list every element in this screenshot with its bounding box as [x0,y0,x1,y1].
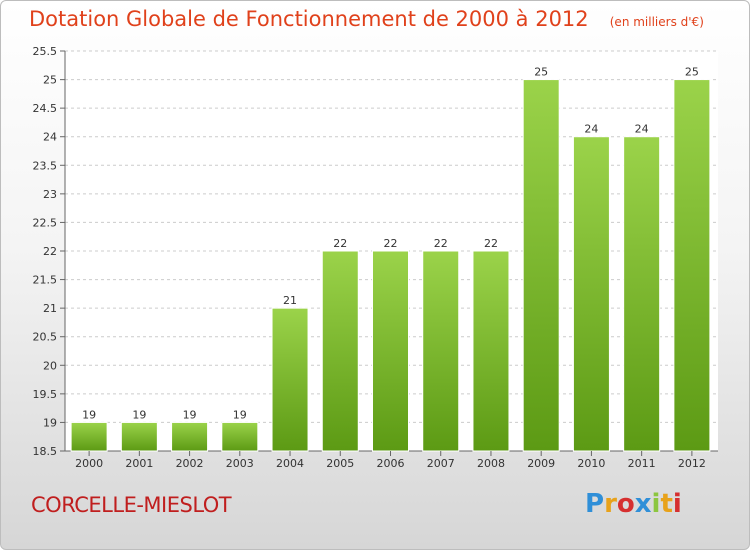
commune-name: CORCELLE-MIESLOT [31,493,232,517]
bar [221,421,259,452]
x-tick-label: 2009 [527,457,555,470]
y-tick-label: 19.5 [33,388,58,401]
y-tick-label: 20 [43,359,57,372]
y-tick-label: 21 [43,302,57,315]
brand-letter: t [660,489,673,519]
bar [271,307,309,452]
brand-letter: x [634,489,652,519]
brand-letter: i [651,489,661,519]
bar [422,250,460,452]
data-label: 25 [534,66,548,79]
x-tick-label: 2006 [377,457,405,470]
data-label: 19 [82,408,96,421]
bar [472,250,510,452]
bar [321,250,359,452]
y-tick-label: 22.5 [33,216,58,229]
data-label: 22 [484,237,498,250]
data-label: 19 [183,408,197,421]
data-label: 24 [584,123,598,136]
x-tick-label: 2004 [276,457,304,470]
bar [171,421,209,452]
x-tick-label: 2011 [628,457,656,470]
data-label: 19 [132,408,146,421]
y-tick-label: 23 [43,188,57,201]
chart-title: Dotation Globale de Fonctionnement de 20… [29,7,589,31]
x-tick-label: 2007 [427,457,455,470]
y-tick-label: 24.5 [33,102,58,115]
bar [372,250,409,452]
data-label: 24 [635,123,649,136]
x-tick-label: 2000 [75,457,103,470]
title-block: Dotation Globale de Fonctionnement de 20… [29,7,704,31]
data-label: 25 [685,66,699,79]
x-tick-label: 2005 [326,457,354,470]
bar [623,136,661,452]
y-tick-label: 25.5 [33,45,58,58]
data-label: 21 [283,294,297,307]
data-label: 22 [384,237,398,250]
y-tick-label: 19 [43,416,57,429]
data-label: 19 [233,408,247,421]
x-tick-label: 2010 [577,457,605,470]
y-tick-label: 20.5 [33,331,58,344]
data-label: 22 [434,237,448,250]
brand-letter: P [585,489,605,519]
x-tick-label: 2012 [678,457,706,470]
y-tick-label: 25 [43,74,57,87]
y-tick-label: 18.5 [33,445,58,458]
bar [120,421,158,452]
chart-subtitle: (en milliers d'€) [609,15,704,29]
brand-letter: o [616,489,635,519]
brand-letter: r [604,489,617,519]
y-tick-label: 24 [43,131,57,144]
x-tick-label: 2002 [176,457,204,470]
bar [673,79,711,452]
bar [572,136,610,452]
x-tick-label: 2001 [125,457,153,470]
bar [70,421,108,452]
y-tick-label: 21.5 [33,274,58,287]
y-tick-label: 22 [43,245,57,258]
y-tick-label: 23.5 [33,159,58,172]
x-tick-label: 2003 [226,457,254,470]
brand-letter: i [672,489,682,519]
x-tick-label: 2008 [477,457,505,470]
data-label: 22 [333,237,347,250]
bar [522,79,560,452]
proxiti-logo[interactable]: Proxiti [585,489,682,519]
